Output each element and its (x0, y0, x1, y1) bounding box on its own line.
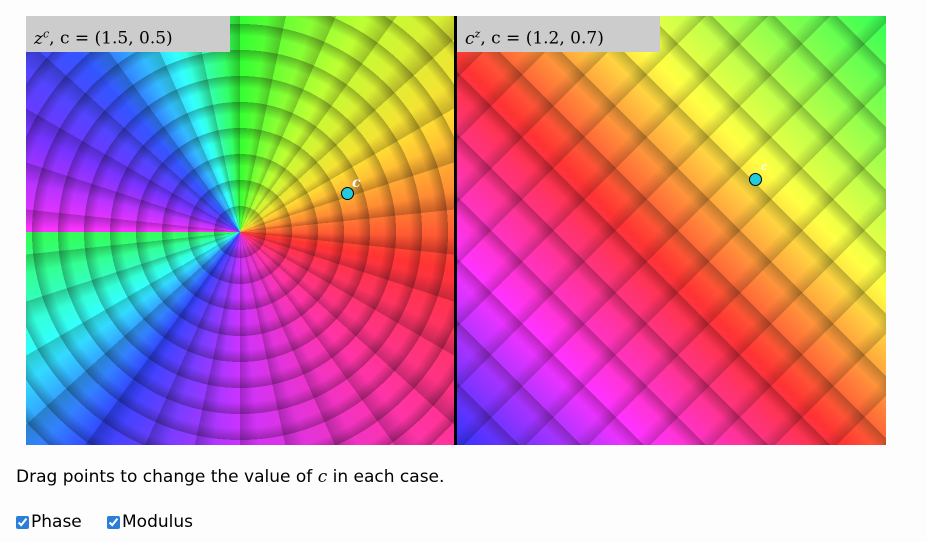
point-label: c (352, 175, 361, 191)
instruction: Drag points to change the value of c in … (16, 467, 444, 487)
checkbox-input[interactable] (107, 515, 120, 529)
phase-plot (26, 16, 455, 445)
drag-point[interactable] (749, 173, 762, 186)
checkbox[interactable]: Modulus (107, 512, 193, 532)
instruction-text: Drag points to change the value of (16, 467, 318, 487)
instruction-text: in each case. (327, 467, 445, 487)
drag-point[interactable] (341, 187, 354, 200)
phase-plot (457, 16, 886, 445)
divider (454, 16, 457, 445)
label-exponent: c (42, 27, 50, 40)
panel-label: cz, c = (1.2, 0.7) (457, 16, 660, 52)
checkbox-input[interactable] (16, 515, 29, 529)
checkbox-label: Modulus (122, 512, 193, 532)
label-base: c (465, 28, 475, 49)
checkbox-label: Phase (31, 512, 82, 532)
label-exponent: z (474, 27, 481, 40)
checkbox[interactable]: Phase (16, 512, 82, 532)
instruction-variable: c (317, 467, 328, 487)
label-rest: , c = (1.2, 0.7) (480, 28, 604, 49)
label-base: z (34, 28, 43, 49)
panel-label: zc, c = (1.5, 0.5) (26, 16, 230, 52)
point-label: c (761, 162, 768, 173)
label-rest: , c = (1.5, 0.5) (49, 28, 173, 49)
